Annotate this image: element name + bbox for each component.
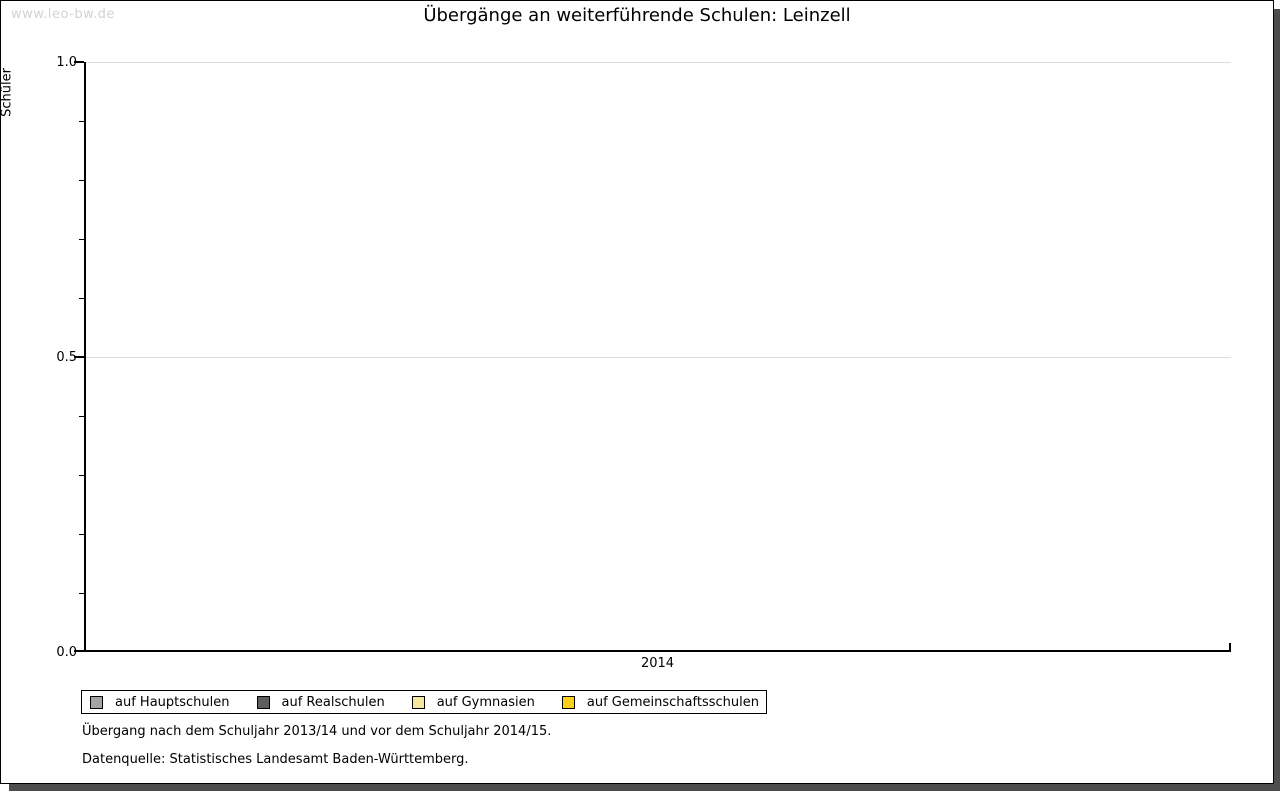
legend-label: auf Gymnasien	[436, 694, 535, 710]
y-tick-label-0-5: 0.5	[56, 350, 77, 365]
y-minor-tick	[79, 534, 84, 535]
legend-swatch-hauptschulen	[90, 695, 103, 709]
y-tick-label-1-0: 1.0	[56, 55, 77, 70]
footnote-source: Datenquelle: Statistisches Landesamt Bad…	[82, 752, 469, 767]
x-axis-end-tick	[1229, 643, 1231, 650]
gridline-0-5	[86, 357, 1231, 358]
y-minor-tick	[79, 180, 84, 181]
legend-item-gymnasien: auf Gymnasien	[411, 694, 535, 710]
legend-swatch-gemeinschaftsschulen	[561, 695, 575, 709]
chart-legend: auf Hauptschulen auf Realschulen auf Gym…	[81, 690, 767, 714]
y-minor-tick	[79, 416, 84, 417]
watermark: www.leo-bw.de	[11, 7, 115, 22]
y-minor-tick	[79, 239, 84, 240]
footnote-period: Übergang nach dem Schuljahr 2013/14 und …	[82, 724, 552, 739]
chart-title: Übergänge an weiterführende Schulen: Lei…	[423, 5, 851, 26]
y-tick-label-0-0: 0.0	[56, 645, 77, 660]
legend-item-gemeinschaftsschulen: auf Gemeinschaftsschulen	[561, 694, 759, 710]
x-tick-label-2014: 2014	[640, 656, 675, 671]
y-major-tick	[74, 356, 84, 358]
legend-swatch-gymnasien	[411, 695, 425, 709]
y-minor-tick	[79, 593, 84, 594]
plot-area	[74, 61, 1231, 652]
legend-swatch-realschulen	[256, 695, 270, 709]
y-minor-tick	[79, 121, 84, 122]
legend-label: auf Gemeinschaftsschulen	[586, 694, 759, 710]
legend-item-hauptschulen: auf Hauptschulen	[90, 695, 230, 710]
y-axis-title: Schüler	[0, 68, 15, 117]
legend-item-realschulen: auf Realschulen	[256, 694, 385, 710]
legend-label: auf Realschulen	[281, 694, 385, 710]
legend-label: auf Hauptschulen	[115, 694, 230, 710]
y-minor-tick	[79, 298, 84, 299]
y-major-tick	[74, 650, 84, 652]
y-major-tick	[74, 61, 84, 63]
y-minor-tick	[79, 475, 84, 476]
gridline-1-0	[86, 62, 1231, 63]
